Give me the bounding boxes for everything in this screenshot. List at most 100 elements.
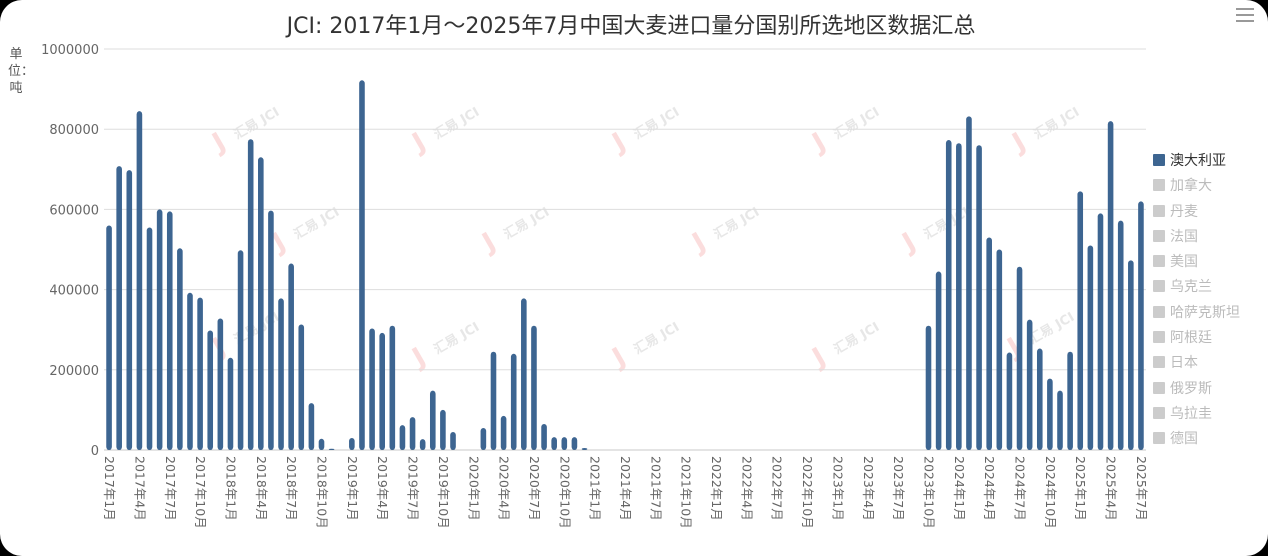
legend-item[interactable]: 俄罗斯 — [1153, 377, 1263, 402]
legend-swatch — [1153, 406, 1165, 419]
bar[interactable] — [258, 157, 264, 450]
x-tick-label: 2021年7月 — [648, 456, 663, 521]
legend-item[interactable]: 阿根廷 — [1153, 326, 1263, 351]
x-tick-label: 2023年4月 — [861, 456, 876, 521]
bar[interactable] — [217, 318, 224, 450]
x-tick-label: 2025年1月 — [1073, 456, 1088, 521]
bar[interactable] — [966, 116, 972, 451]
bar[interactable] — [1047, 378, 1053, 450]
watermark-j: J — [206, 127, 231, 159]
legend-item[interactable]: 法国 — [1153, 225, 1263, 250]
bar[interactable] — [126, 170, 133, 450]
bar[interactable] — [480, 427, 487, 450]
bar[interactable] — [541, 423, 547, 450]
bar[interactable] — [247, 139, 254, 450]
bar[interactable] — [409, 417, 416, 450]
x-tick-label: 2023年10月 — [922, 456, 937, 529]
bar[interactable] — [500, 415, 507, 450]
bar[interactable] — [1067, 351, 1073, 450]
bar[interactable] — [1107, 121, 1114, 451]
bar[interactable] — [1097, 213, 1104, 450]
grid-lines — [104, 48, 1146, 451]
bar[interactable] — [156, 209, 163, 450]
bar[interactable] — [177, 248, 183, 450]
bar[interactable] — [521, 298, 527, 450]
bar[interactable] — [531, 325, 537, 450]
bar[interactable] — [561, 437, 568, 450]
bar[interactable] — [551, 437, 557, 450]
legend-label: 加拿大 — [1170, 178, 1212, 195]
bar[interactable] — [935, 271, 942, 450]
legend-item[interactable]: 乌拉圭 — [1153, 402, 1263, 427]
bar[interactable] — [349, 437, 355, 450]
watermark-j: J — [896, 227, 921, 259]
legend-item[interactable]: 丹麦 — [1153, 200, 1263, 225]
legend-label: 哈萨克斯坦 — [1170, 304, 1240, 321]
bar[interactable] — [510, 353, 517, 450]
legend-item[interactable]: 美国 — [1153, 250, 1263, 275]
bar[interactable] — [1138, 201, 1144, 450]
watermark-j: J — [606, 342, 631, 374]
bar[interactable] — [490, 351, 497, 450]
legend-item[interactable]: 加拿大 — [1153, 174, 1263, 199]
legend-item[interactable]: 澳大利亚 — [1153, 149, 1263, 174]
bar[interactable] — [318, 438, 325, 450]
bar[interactable] — [359, 80, 365, 450]
legend-item[interactable]: 哈萨克斯坦 — [1153, 301, 1263, 326]
bar[interactable] — [379, 332, 385, 450]
bar[interactable] — [1057, 390, 1063, 450]
bar[interactable] — [308, 403, 315, 450]
hamburger-menu-icon[interactable] — [1236, 8, 1254, 22]
bar[interactable] — [1128, 260, 1134, 450]
bar[interactable] — [369, 328, 375, 451]
bar[interactable] — [1006, 352, 1013, 450]
watermark-logo: J汇易 JCI — [896, 205, 972, 259]
legend-item[interactable]: 德国 — [1153, 427, 1263, 452]
bar[interactable] — [197, 297, 203, 450]
bar[interactable] — [1087, 245, 1094, 450]
bar[interactable] — [146, 227, 153, 450]
bar[interactable] — [389, 325, 396, 450]
bar[interactable] — [288, 263, 294, 450]
bar[interactable] — [116, 166, 122, 450]
bar[interactable] — [440, 409, 446, 450]
legend-item[interactable]: 日本 — [1153, 351, 1263, 376]
bar[interactable] — [571, 437, 578, 450]
legend-item[interactable]: 乌克兰 — [1153, 275, 1263, 300]
bar[interactable] — [925, 325, 932, 450]
legend-label: 德国 — [1170, 431, 1198, 448]
bar[interactable] — [227, 357, 234, 450]
bar[interactable] — [278, 298, 284, 450]
bar[interactable] — [399, 425, 406, 450]
bar[interactable] — [1036, 348, 1043, 450]
bar[interactable] — [996, 249, 1003, 451]
bar[interactable] — [956, 143, 962, 451]
y-tick-label: 0 — [91, 444, 99, 459]
bar[interactable] — [1026, 319, 1033, 450]
bar[interactable] — [187, 292, 193, 450]
bar[interactable] — [450, 431, 456, 450]
bar[interactable] — [166, 211, 173, 450]
legend-swatch — [1153, 280, 1165, 293]
watermark-text: 汇易 JCI — [632, 105, 683, 143]
bar[interactable] — [106, 225, 112, 450]
bar[interactable] — [945, 140, 952, 450]
bar[interactable] — [298, 324, 305, 450]
bar[interactable] — [419, 439, 426, 450]
bar[interactable] — [237, 250, 244, 450]
bar[interactable] — [1016, 266, 1023, 450]
bar[interactable] — [1117, 220, 1124, 450]
bar[interactable] — [429, 390, 436, 450]
bar[interactable] — [207, 330, 214, 451]
bar[interactable] — [1077, 191, 1084, 451]
bar[interactable] — [581, 448, 588, 450]
bar[interactable] — [986, 237, 992, 450]
bar[interactable] — [136, 111, 143, 450]
bar[interactable] — [976, 145, 982, 451]
bar[interactable] — [328, 448, 335, 450]
bar[interactable] — [268, 210, 274, 450]
